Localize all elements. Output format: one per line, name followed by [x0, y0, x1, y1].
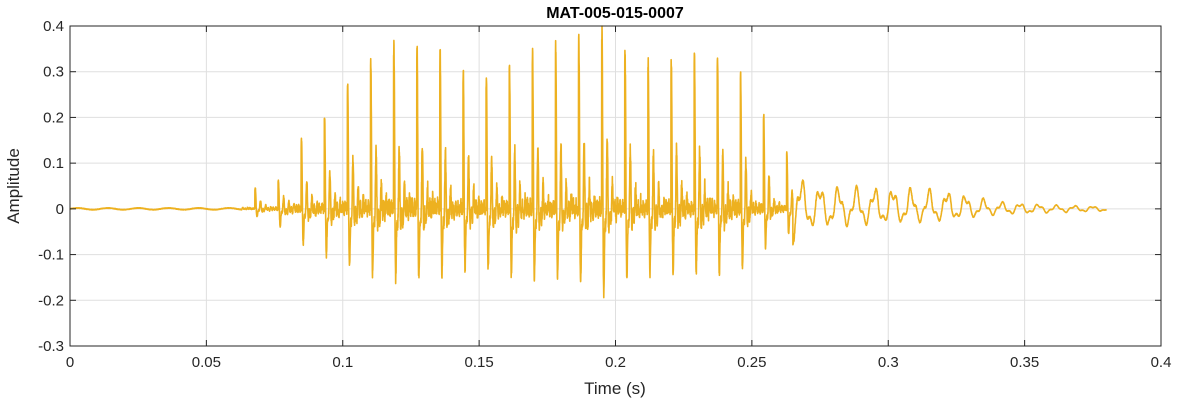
y-tick-label: 0.2	[43, 109, 64, 126]
x-tick-labels: 0 0.05 0.1 0.15 0.2 0.25 0.3 0.35 0.4	[66, 354, 1172, 371]
x-tick-label: 0.35	[1010, 354, 1039, 371]
y-tick-label: -0.3	[38, 338, 64, 355]
y-tick-label: 0.4	[43, 18, 64, 35]
x-tick-label: 0	[66, 354, 74, 371]
signal-layer	[69, 25, 1108, 299]
x-tick-label: 0.3	[878, 354, 899, 371]
y-tick-label: 0.1	[43, 155, 64, 172]
amplitude-series-line	[69, 25, 1108, 299]
axis-ticks	[69, 25, 1162, 347]
y-tick-label: -0.2	[38, 292, 64, 309]
y-tick-label: 0	[56, 201, 64, 218]
chart-title: MAT-005-015-0007	[546, 5, 684, 22]
x-tick-label: 0.2	[605, 354, 626, 371]
y-tick-label: 0.3	[43, 64, 64, 81]
x-axis-label: Time (s)	[584, 379, 646, 398]
x-tick-label: 0.05	[192, 354, 221, 371]
x-tick-label: 0.1	[332, 354, 353, 371]
y-tick-labels: -0.3 -0.2 -0.1 0 0.1 0.2 0.3 0.4	[38, 18, 64, 355]
y-tick-label: -0.1	[38, 247, 64, 264]
x-tick-label: 0.25	[737, 354, 766, 371]
x-tick-label: 0.4	[1151, 354, 1172, 371]
x-tick-label: 0.15	[465, 354, 494, 371]
y-axis-label: Amplitude	[4, 148, 23, 224]
